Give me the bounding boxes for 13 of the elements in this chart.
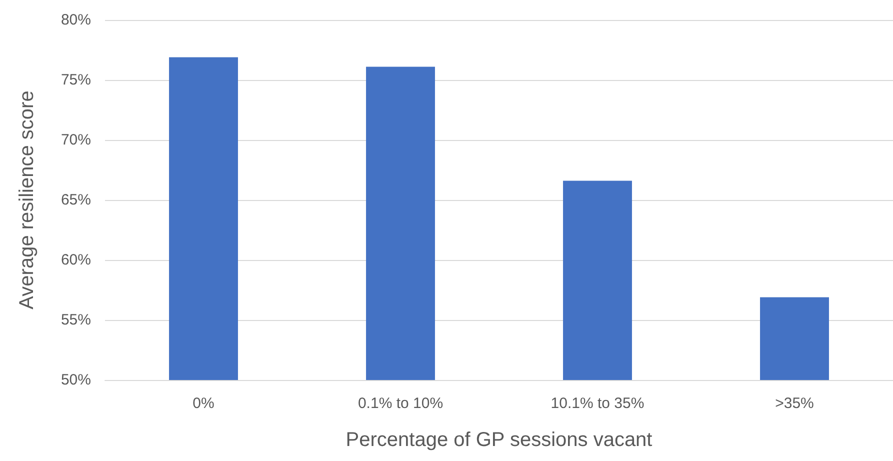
y-tick-label: 80% bbox=[60, 12, 91, 28]
y-tick-label: 65% bbox=[60, 192, 91, 208]
y-tick-label: 50% bbox=[60, 372, 91, 388]
x-axis-title: Percentage of GP sessions vacant bbox=[346, 429, 653, 451]
y-tick-label: 75% bbox=[60, 72, 91, 88]
y-axis-title: Average resilience score bbox=[16, 90, 38, 310]
x-tick-label: >35% bbox=[775, 395, 814, 412]
y-tick-label: 55% bbox=[60, 312, 91, 328]
x-tick-label: 0.1% to 10% bbox=[358, 395, 444, 412]
x-tick-label: 0% bbox=[192, 395, 214, 412]
y-tick-label: 70% bbox=[60, 132, 91, 148]
y-tick-label: 60% bbox=[60, 252, 91, 268]
x-tick-label: 10.1% to 35% bbox=[550, 395, 644, 412]
